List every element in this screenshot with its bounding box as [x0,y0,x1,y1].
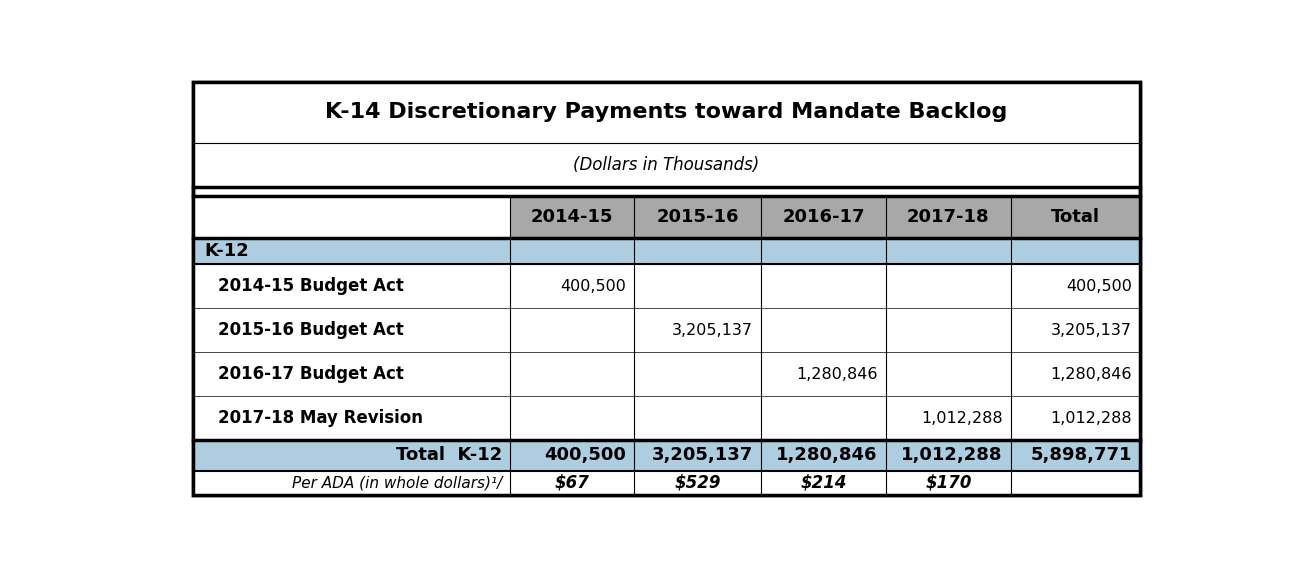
Text: 2016-17: 2016-17 [783,208,865,226]
Text: 1,012,288: 1,012,288 [1050,411,1132,425]
Text: Total: Total [1050,208,1100,226]
Text: 3,205,137: 3,205,137 [651,447,753,464]
Bar [510,196,634,238]
Text: 1,280,846: 1,280,846 [797,367,878,381]
Text: $214: $214 [801,474,846,492]
Text: K-12: K-12 [205,242,250,260]
Text: 1,012,288: 1,012,288 [922,411,1002,425]
Bar [192,471,1140,495]
Text: 1,280,846: 1,280,846 [776,447,878,464]
Bar [634,196,760,238]
Text: $170: $170 [926,474,971,492]
Bar [192,264,1140,308]
Text: 2015-16: 2015-16 [656,208,738,226]
Text: 3,205,137: 3,205,137 [672,323,753,337]
Text: 400,500: 400,500 [545,447,627,464]
Bar [192,308,1140,352]
Bar [192,82,1140,143]
Text: 2014-15 Budget Act: 2014-15 Budget Act [218,277,404,295]
Text: 400,500: 400,500 [560,279,627,293]
Text: 2017-18: 2017-18 [907,208,989,226]
Bar [192,143,1140,187]
Text: $529: $529 [675,474,720,492]
Text: K-14 Discretionary Payments toward Mandate Backlog: K-14 Discretionary Payments toward Manda… [325,102,1008,123]
Text: 2017-18 May Revision: 2017-18 May Revision [218,409,422,427]
Bar [192,440,1140,471]
Text: 2016-17 Budget Act: 2016-17 Budget Act [218,365,404,383]
Text: 3,205,137: 3,205,137 [1050,323,1132,337]
Bar [192,238,1140,264]
Text: 2014-15: 2014-15 [530,208,614,226]
Text: 2015-16 Budget Act: 2015-16 Budget Act [218,321,404,339]
Text: 5,898,771: 5,898,771 [1030,447,1132,464]
Text: 1,280,846: 1,280,846 [1050,367,1132,381]
Bar [192,352,1140,396]
Text: Per ADA (in whole dollars)¹/: Per ADA (in whole dollars)¹/ [291,476,502,490]
Text: 400,500: 400,500 [1066,279,1132,293]
Text: $67: $67 [555,474,589,492]
Bar [192,196,510,238]
Bar [192,396,1140,440]
Text: Total  K-12: Total K-12 [395,447,502,464]
Text: (Dollars in Thousands): (Dollars in Thousands) [573,156,759,174]
Bar [760,196,885,238]
Bar [1011,196,1140,238]
Text: 1,012,288: 1,012,288 [901,447,1002,464]
Bar [885,196,1011,238]
